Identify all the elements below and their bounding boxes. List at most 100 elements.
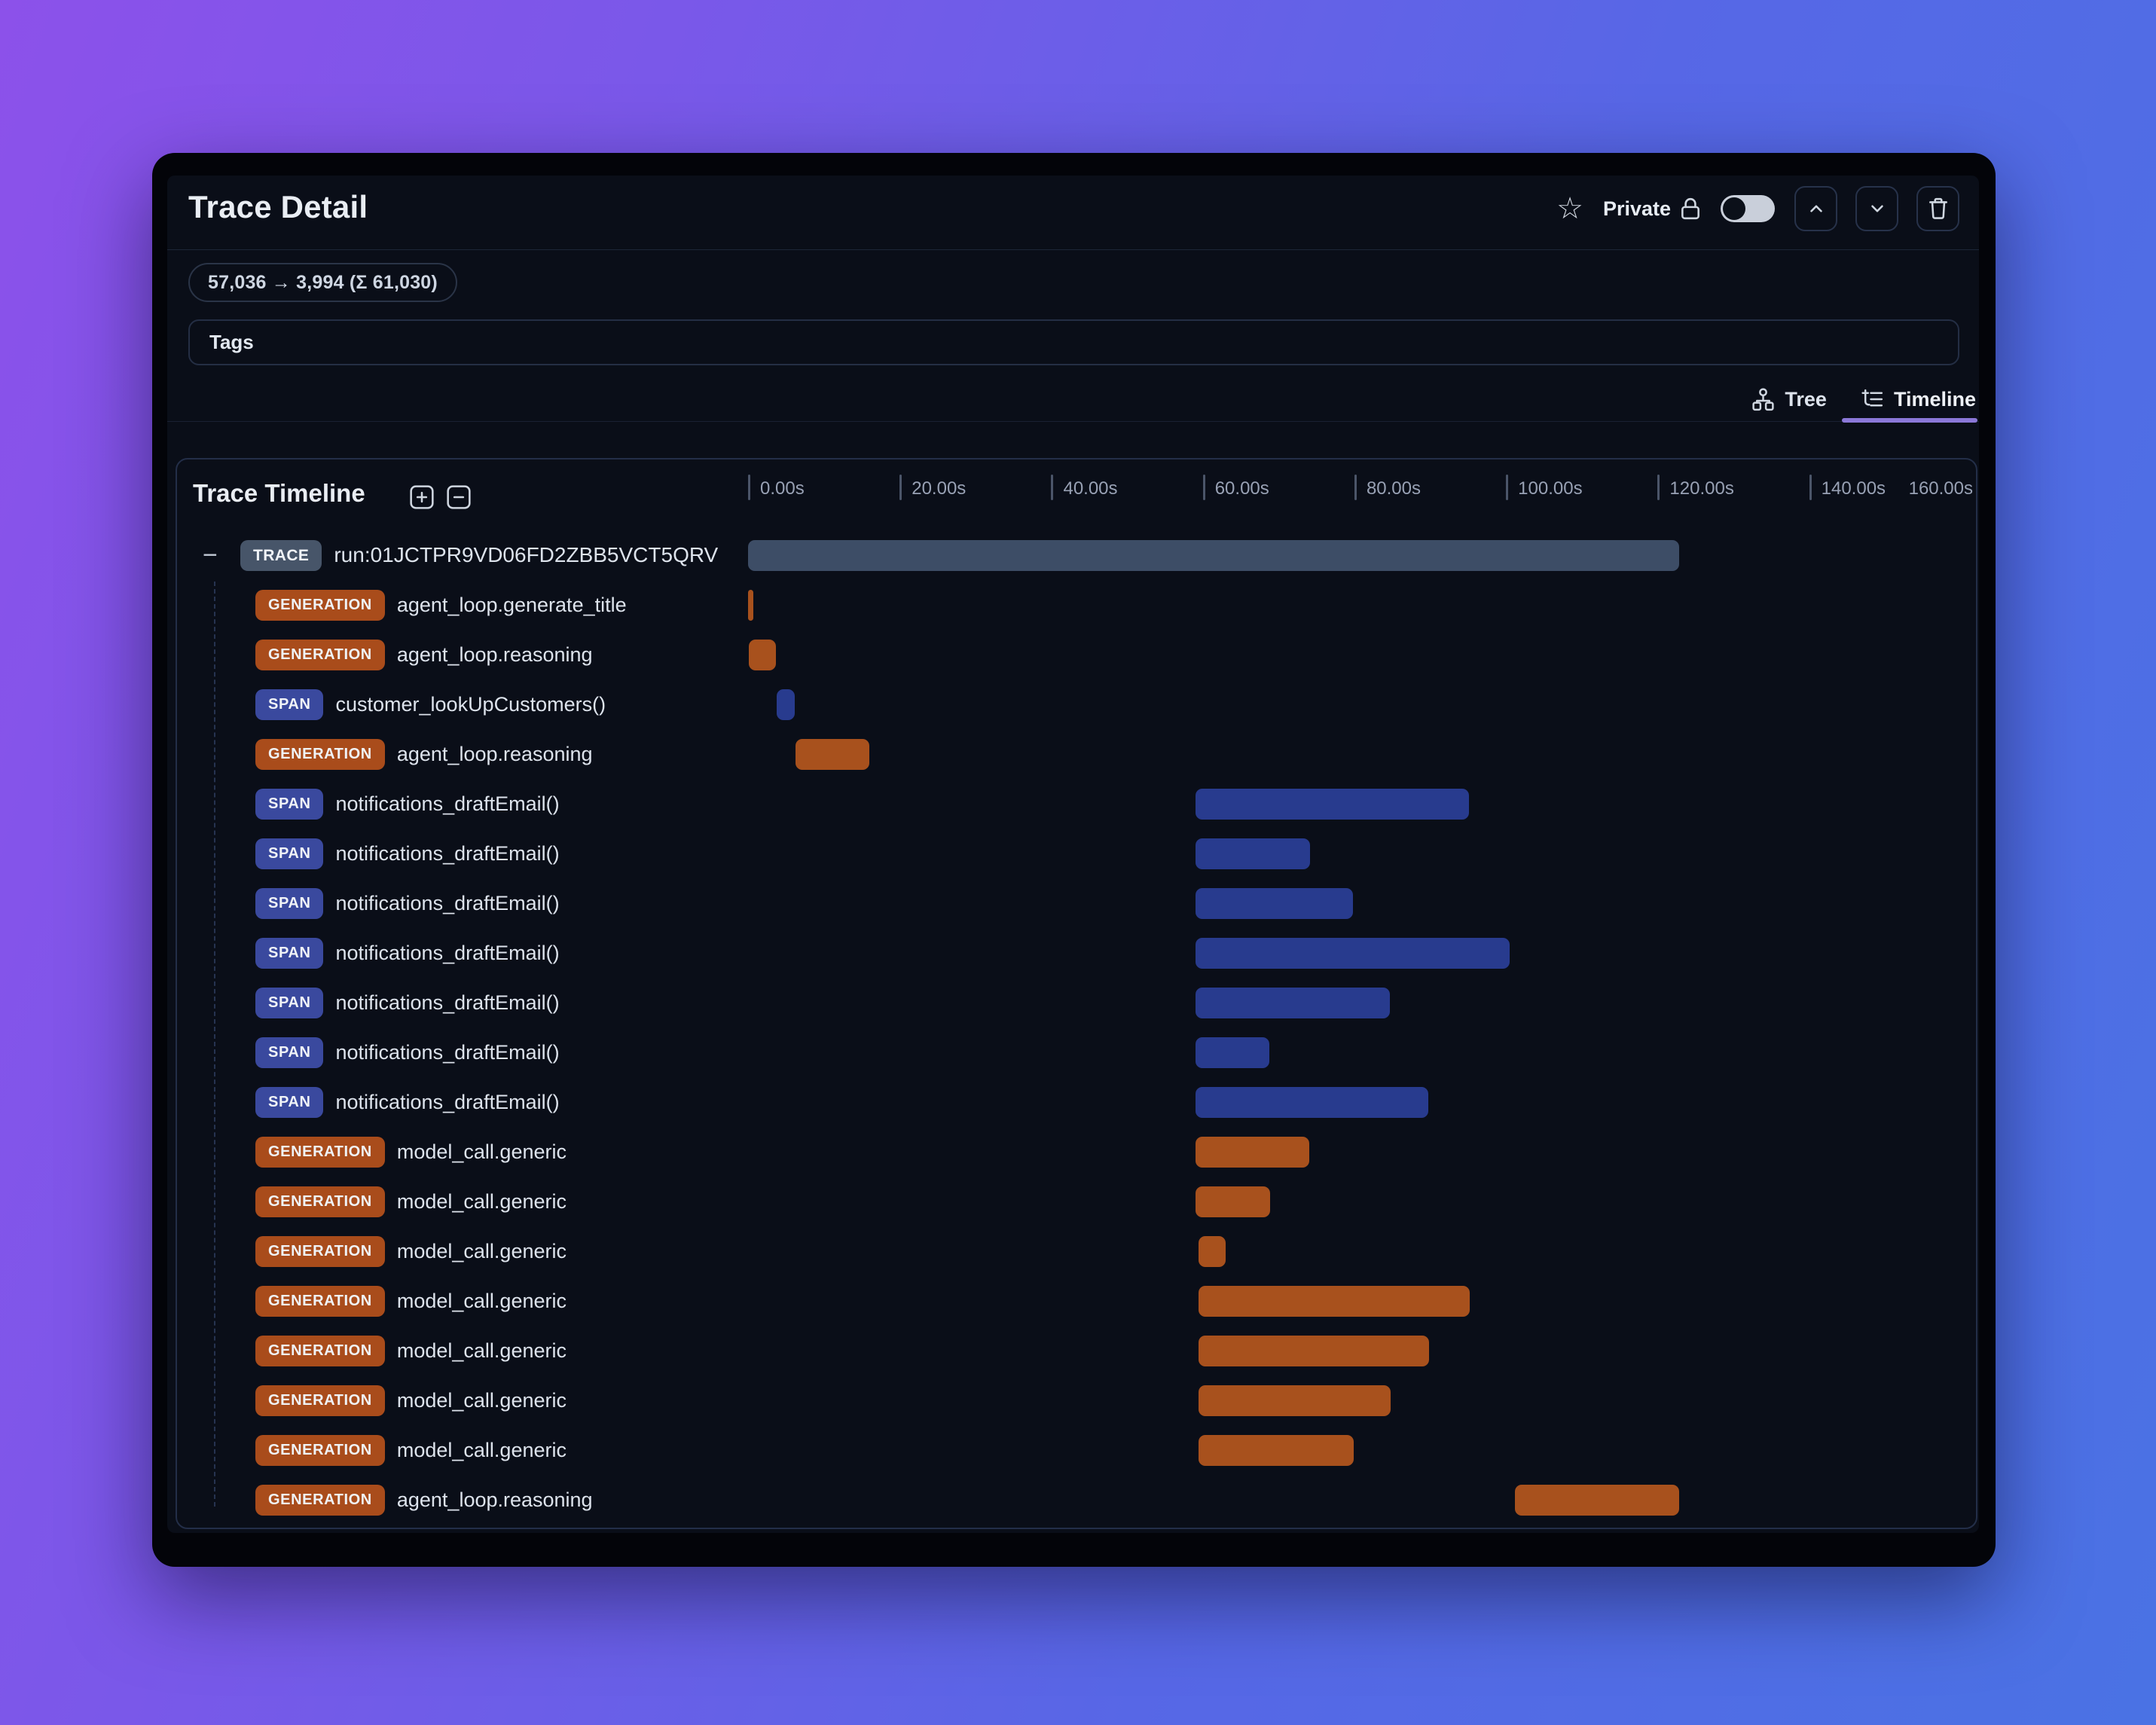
tab-timeline[interactable]: Timeline: [1860, 388, 1976, 411]
row-duration-bar[interactable]: [1195, 1087, 1429, 1118]
axis-tick: 40.00s: [1051, 475, 1118, 500]
row-track: [748, 679, 1974, 729]
collapse-all-button[interactable]: [446, 484, 472, 510]
tags-input[interactable]: Tags: [188, 319, 1959, 365]
row-track: [748, 580, 1974, 630]
row-duration-bar[interactable]: [1195, 838, 1310, 869]
timeline-row-span[interactable]: − SPAN notifications_draftEmail(): [177, 829, 1976, 878]
timeline-row-span[interactable]: − SPAN notifications_draftEmail(): [177, 779, 1976, 829]
axis-tick-label: 60.00s: [1214, 478, 1269, 499]
row-duration-bar[interactable]: [748, 590, 753, 621]
row-track: [748, 1475, 1974, 1525]
timeline-row-generation[interactable]: − GENERATION model_call.generic: [177, 1177, 1976, 1226]
timeline-row-generation[interactable]: − GENERATION agent_loop.reasoning: [177, 630, 1976, 679]
row-duration-bar[interactable]: [777, 689, 796, 720]
row-duration-bar[interactable]: [1195, 1037, 1270, 1068]
row-duration-bar[interactable]: [1195, 938, 1510, 969]
row-duration-bar[interactable]: [796, 739, 869, 770]
axis-tick: 100.00s: [1506, 475, 1583, 500]
row-track: [748, 978, 1974, 1027]
row-duration-bar[interactable]: [1198, 1385, 1391, 1416]
row-duration-bar[interactable]: [1198, 1286, 1470, 1317]
row-duration-bar[interactable]: [1195, 789, 1469, 820]
header-actions: ☆ Private: [1556, 185, 1959, 233]
plus-box-icon: [410, 485, 434, 509]
trace-detail-panel: Trace Detail ☆ Private: [167, 176, 1979, 1533]
tab-tree[interactable]: Tree: [1751, 387, 1827, 412]
row-track: [748, 1375, 1974, 1425]
axis-tick: 80.00s: [1354, 475, 1421, 500]
privacy-toggle[interactable]: [1721, 195, 1775, 222]
row-type-badge: TRACE: [240, 539, 322, 571]
timeline-row-span[interactable]: − SPAN notifications_draftEmail(): [177, 978, 1976, 1027]
timeline-row-generation[interactable]: − GENERATION model_call.generic: [177, 1425, 1976, 1475]
row-type-badge: GENERATION: [255, 589, 385, 621]
row-duration-bar[interactable]: [1198, 1236, 1226, 1267]
axis-end-label: 160.00s: [1908, 478, 1973, 499]
row-duration-bar[interactable]: [748, 540, 1680, 571]
row-type-badge: SPAN: [255, 937, 324, 969]
timeline-row-generation[interactable]: − GENERATION model_call.generic: [177, 1326, 1976, 1375]
view-tabs: Tree Timeline: [1751, 380, 1976, 418]
axis-tick: 20.00s: [899, 475, 966, 500]
row-duration-bar[interactable]: [1198, 1435, 1354, 1466]
collapse-toggle-icon[interactable]: −: [203, 541, 218, 569]
timeline-row-span[interactable]: − SPAN notifications_draftEmail(): [177, 928, 1976, 978]
timeline-row-generation[interactable]: − GENERATION model_call.generic: [177, 1226, 1976, 1276]
row-type-badge: GENERATION: [255, 1385, 385, 1416]
row-label: notifications_draftEmail(): [335, 1040, 560, 1064]
timeline-row-span[interactable]: − SPAN customer_lookUpCustomers(): [177, 679, 1976, 729]
axis-tick: 140.00s: [1809, 475, 1886, 500]
trace-timeline-title: Trace Timeline: [193, 479, 365, 507]
row-track: [748, 1027, 1974, 1077]
timeline-row-generation[interactable]: − GENERATION agent_loop.reasoning: [177, 1475, 1976, 1525]
row-duration-bar[interactable]: [1198, 1336, 1430, 1366]
timeline-row-span[interactable]: − SPAN notifications_draftEmail(): [177, 1027, 1976, 1077]
timeline-row-generation[interactable]: − GENERATION agent_loop.reasoning: [177, 729, 1976, 779]
row-label: notifications_draftEmail(): [335, 792, 560, 815]
row-track: [748, 1226, 1974, 1276]
row-label: model_call.generic: [396, 1438, 566, 1461]
timeline-row-span[interactable]: − SPAN notifications_draftEmail(): [177, 878, 1976, 928]
axis-tick-label: 40.00s: [1063, 478, 1118, 499]
token-usage-badge[interactable]: 57,036 → 3,994 (Σ 61,030): [188, 263, 457, 302]
timeline-row-generation[interactable]: − GENERATION agent_loop.generate_title: [177, 580, 1976, 630]
row-type-badge: SPAN: [255, 838, 324, 869]
time-axis: 160.00s 0.00s 20.00s 40.00s 60.00s 80.00…: [748, 475, 1976, 512]
row-label: notifications_draftEmail(): [335, 941, 560, 964]
expand-all-button[interactable]: [409, 484, 435, 510]
timeline-row-span[interactable]: − SPAN notifications_draftEmail(): [177, 1077, 1976, 1127]
row-duration-bar[interactable]: [1195, 1137, 1309, 1168]
row-duration-bar[interactable]: [1195, 1186, 1271, 1217]
delete-button[interactable]: [1916, 186, 1959, 231]
timeline-row-generation[interactable]: − GENERATION model_call.generic: [177, 1276, 1976, 1326]
timeline-row-trace[interactable]: − TRACE run:01JCTPR9VD06FD2ZBB5VCT5QRV: [177, 530, 1976, 580]
axis-tick-mark: [748, 475, 750, 500]
row-label: agent_loop.reasoning: [396, 1488, 593, 1511]
row-label: customer_lookUpCustomers(): [335, 692, 606, 716]
row-type-badge: GENERATION: [255, 1484, 385, 1516]
row-track: [748, 630, 1974, 679]
row-duration-bar[interactable]: [1195, 988, 1391, 1018]
row-type-badge: GENERATION: [255, 1285, 385, 1317]
timeline-rows: − TRACE run:01JCTPR9VD06FD2ZBB5VCT5QRV −…: [177, 530, 1976, 1525]
tags-label: Tags: [209, 331, 254, 353]
star-icon[interactable]: ☆: [1556, 192, 1583, 225]
timeline-row-generation[interactable]: − GENERATION model_call.generic: [177, 1375, 1976, 1425]
row-label: notifications_draftEmail(): [335, 841, 560, 865]
row-duration-bar[interactable]: [749, 640, 777, 670]
row-duration-bar[interactable]: [1195, 888, 1353, 919]
trash-icon: [1928, 197, 1947, 219]
axis-tick-mark: [1354, 475, 1357, 500]
row-type-badge: GENERATION: [255, 1235, 385, 1267]
row-label: model_call.generic: [396, 1239, 566, 1262]
row-track: [748, 878, 1974, 928]
axis-tick-mark: [1051, 475, 1054, 500]
row-duration-bar[interactable]: [1515, 1485, 1680, 1516]
row-track: [748, 779, 1974, 829]
axis-tick-mark: [1202, 475, 1205, 500]
timeline-row-generation[interactable]: − GENERATION model_call.generic: [177, 1127, 1976, 1177]
move-up-button[interactable]: [1794, 186, 1837, 231]
active-tab-indicator: [1842, 418, 1977, 423]
move-down-button[interactable]: [1855, 186, 1898, 231]
